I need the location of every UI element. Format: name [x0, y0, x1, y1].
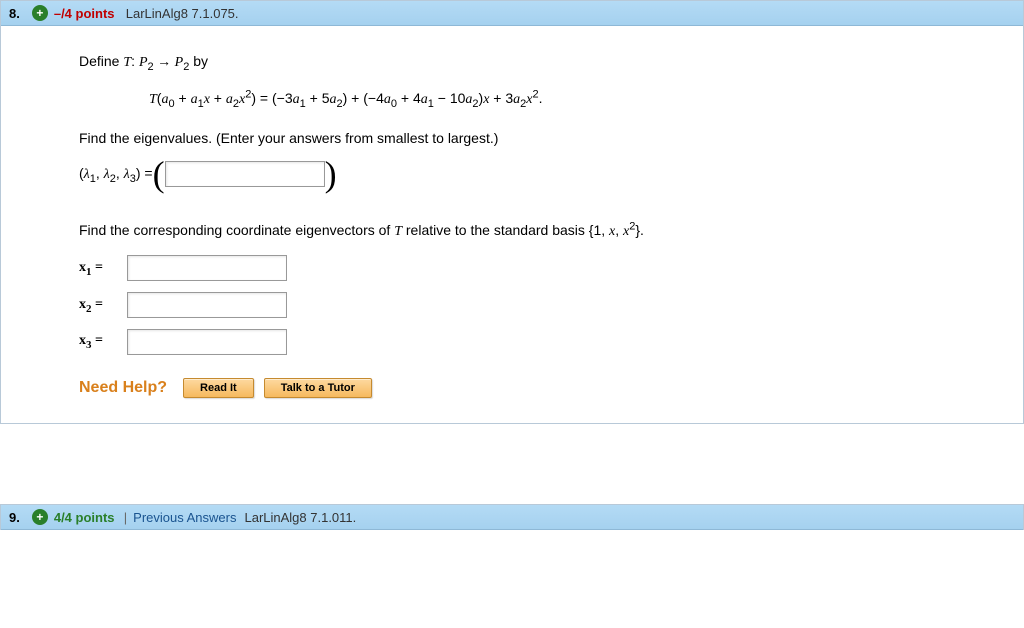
eigenvalues-input-row: (λ1, λ2, λ3) = ( ) — [79, 160, 995, 189]
question-body: Define T: P2 → P2 by T(a0 + a1x + a2x2) … — [1, 26, 1023, 423]
eigenvalues-input[interactable] — [165, 161, 325, 187]
need-help-row: Need Help? Read It Talk to a Tutor — [79, 373, 995, 403]
expand-icon[interactable]: + — [32, 509, 48, 525]
left-paren-icon: ( — [153, 160, 165, 189]
lambda-tuple-label: (λ1, λ2, λ3) = — [79, 160, 153, 189]
separator: | — [117, 510, 128, 525]
x2-label: x2 = — [79, 292, 127, 319]
x1-row: x1 = — [79, 255, 995, 282]
define-line: Define T: P2 → P2 by — [79, 48, 995, 77]
x3-input[interactable] — [127, 329, 287, 355]
transformation-formula: T(a0 + a1x + a2x2) = (−3a1 + 5a2) + (−4a… — [79, 85, 995, 114]
previous-answers-link[interactable]: Previous Answers — [133, 510, 236, 525]
x1-input[interactable] — [127, 255, 287, 281]
source-ref: LarLinAlg8 7.1.075. — [119, 6, 239, 21]
spacer — [0, 444, 1024, 504]
find-eigenvalues-text: Find the eigenvalues. (Enter your answer… — [79, 125, 995, 152]
question-header: 8. + –/4 points LarLinAlg8 7.1.075. — [1, 1, 1023, 26]
question-header: 9. + 4/4 points | Previous Answers LarLi… — [1, 505, 1023, 530]
talk-tutor-button[interactable]: Talk to a Tutor — [264, 378, 372, 398]
x2-row: x2 = — [79, 292, 995, 319]
points-label: –/4 points — [54, 6, 115, 21]
x3-label: x3 = — [79, 328, 127, 355]
question-number: 8. — [9, 6, 20, 21]
x3-row: x3 = — [79, 328, 995, 355]
question-number: 9. — [9, 510, 20, 525]
source-ref: LarLinAlg8 7.1.011. — [244, 510, 356, 525]
question-9: 9. + 4/4 points | Previous Answers LarLi… — [0, 504, 1024, 530]
points-label: 4/4 points — [54, 510, 115, 525]
find-eigenvectors-text: Find the corresponding coordinate eigenv… — [79, 217, 995, 246]
right-paren-icon: ) — [325, 160, 337, 189]
read-it-button[interactable]: Read It — [183, 378, 254, 398]
question-8: 8. + –/4 points LarLinAlg8 7.1.075. Defi… — [0, 0, 1024, 424]
expand-icon[interactable]: + — [32, 5, 48, 21]
need-help-label: Need Help? — [79, 373, 167, 403]
x1-label: x1 = — [79, 255, 127, 282]
x2-input[interactable] — [127, 292, 287, 318]
